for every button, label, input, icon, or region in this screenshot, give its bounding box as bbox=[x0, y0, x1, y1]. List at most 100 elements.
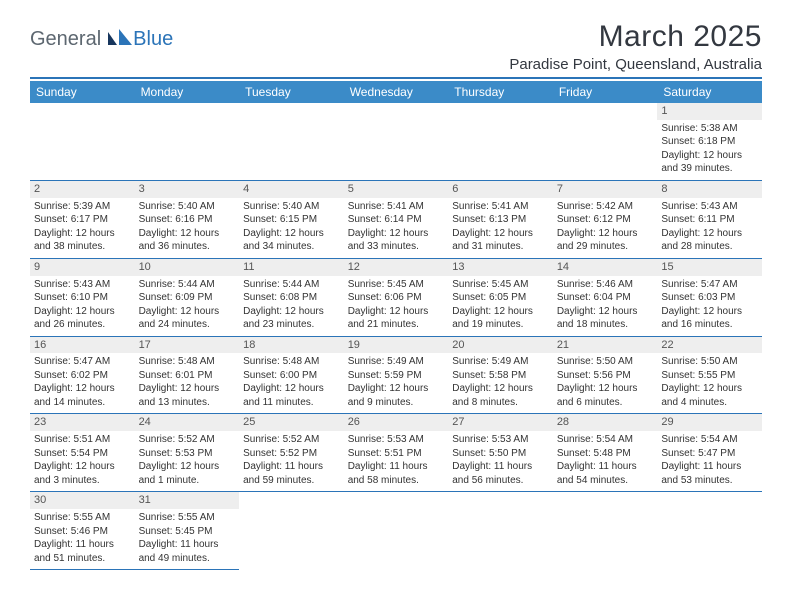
sunrise-line: Sunrise: 5:44 AM bbox=[243, 278, 340, 292]
calendar-row: 9Sunrise: 5:43 AMSunset: 6:10 PMDaylight… bbox=[30, 258, 762, 336]
sunset-line: Sunset: 5:59 PM bbox=[348, 369, 445, 383]
sunrise-line: Sunrise: 5:43 AM bbox=[661, 200, 758, 214]
calendar-cell: 27Sunrise: 5:53 AMSunset: 5:50 PMDayligh… bbox=[448, 414, 553, 492]
calendar-cell bbox=[657, 492, 762, 570]
calendar-cell: 14 Sunrise: 5:46 AMSunset: 6:04 PMDayligh… bbox=[553, 258, 658, 336]
calendar-cell: 22Sunrise: 5:50 AMSunset: 5:55 PMDayligh… bbox=[657, 336, 762, 414]
logo-text-blue: Blue bbox=[133, 28, 173, 51]
sunset-line: Sunset: 6:13 PM bbox=[452, 213, 549, 227]
daylight-line: Daylight: 11 hours and 58 minutes. bbox=[348, 460, 445, 487]
calendar-cell: 5Sunrise: 5:41 AMSunset: 6:14 PMDaylight… bbox=[344, 180, 449, 258]
sunset-line: Sunset: 5:48 PM bbox=[557, 447, 654, 461]
day-number: 1 bbox=[657, 103, 762, 120]
daylight-line: Daylight: 12 hours and 8 minutes. bbox=[452, 382, 549, 409]
daylight-line: Daylight: 12 hours and 13 minutes. bbox=[139, 382, 236, 409]
day-number: 13 bbox=[448, 259, 553, 276]
weekday-header: Tuesday bbox=[239, 81, 344, 103]
sunrise-line: Sunrise: 5:38 AM bbox=[661, 122, 758, 136]
calendar-cell bbox=[135, 103, 240, 180]
daylight-line: Daylight: 12 hours and 18 minutes. bbox=[557, 305, 654, 332]
daylight-line: Daylight: 12 hours and 6 minutes. bbox=[557, 382, 654, 409]
calendar-cell: 28Sunrise: 5:54 AMSunset: 5:48 PMDayligh… bbox=[553, 414, 658, 492]
day-number: 15 bbox=[657, 259, 762, 276]
calendar-cell bbox=[553, 103, 658, 180]
day-number: 25 bbox=[239, 414, 344, 431]
sunrise-line: Sunrise: 5:52 AM bbox=[243, 433, 340, 447]
sunrise-line: Sunrise: 5:55 AM bbox=[139, 511, 236, 525]
calendar-cell: 13Sunrise: 5:45 AMSunset: 6:05 PMDayligh… bbox=[448, 258, 553, 336]
daylight-line: Daylight: 12 hours and 33 minutes. bbox=[348, 227, 445, 254]
day-number: 4 bbox=[239, 181, 344, 198]
sunset-line: Sunset: 6:04 PM bbox=[557, 291, 654, 305]
sunrise-line: Sunrise: 5:40 AM bbox=[243, 200, 340, 214]
day-number: 3 bbox=[135, 181, 240, 198]
day-number: 9 bbox=[30, 259, 135, 276]
calendar-row: 1Sunrise: 5:38 AMSunset: 6:18 PMDaylight… bbox=[30, 103, 762, 180]
calendar-cell: 11Sunrise: 5:44 AMSunset: 6:08 PMDayligh… bbox=[239, 258, 344, 336]
sunrise-line: Sunrise: 5:54 AM bbox=[557, 433, 654, 447]
day-number: 18 bbox=[239, 337, 344, 354]
sunset-line: Sunset: 6:17 PM bbox=[34, 213, 131, 227]
sunset-line: Sunset: 6:09 PM bbox=[139, 291, 236, 305]
daylight-line: Daylight: 12 hours and 3 minutes. bbox=[34, 460, 131, 487]
weekday-header: Thursday bbox=[448, 81, 553, 103]
day-number: 28 bbox=[553, 414, 658, 431]
calendar-cell: 6Sunrise: 5:41 AMSunset: 6:13 PMDaylight… bbox=[448, 180, 553, 258]
sunrise-line: Sunrise: 5:45 AM bbox=[348, 278, 445, 292]
sunrise-line: Sunrise: 5:47 AM bbox=[34, 355, 131, 369]
sunset-line: Sunset: 6:14 PM bbox=[348, 213, 445, 227]
calendar-row: 23Sunrise: 5:51 AMSunset: 5:54 PMDayligh… bbox=[30, 414, 762, 492]
calendar-cell: 2Sunrise: 5:39 AMSunset: 6:17 PMDaylight… bbox=[30, 180, 135, 258]
day-number: 16 bbox=[30, 337, 135, 354]
day-number: 8 bbox=[657, 181, 762, 198]
sunrise-line: Sunrise: 5:46 AM bbox=[557, 278, 654, 292]
calendar-table: SundayMondayTuesdayWednesdayThursdayFrid… bbox=[30, 81, 762, 570]
calendar-row: 16Sunrise: 5:47 AMSunset: 6:02 PMDayligh… bbox=[30, 336, 762, 414]
calendar-cell: 7Sunrise: 5:42 AMSunset: 6:12 PMDaylight… bbox=[553, 180, 658, 258]
day-number: 21 bbox=[553, 337, 658, 354]
sunset-line: Sunset: 5:54 PM bbox=[34, 447, 131, 461]
sunset-line: Sunset: 6:05 PM bbox=[452, 291, 549, 305]
page-title: March 2025 bbox=[509, 20, 762, 54]
calendar-cell: 23Sunrise: 5:51 AMSunset: 5:54 PMDayligh… bbox=[30, 414, 135, 492]
sunrise-line: Sunrise: 5:42 AM bbox=[557, 200, 654, 214]
day-number: 7 bbox=[553, 181, 658, 198]
calendar-row: 30Sunrise: 5:55 AMSunset: 5:46 PMDayligh… bbox=[30, 492, 762, 570]
calendar-cell: 15Sunrise: 5:47 AMSunset: 6:03 PMDayligh… bbox=[657, 258, 762, 336]
daylight-line: Daylight: 11 hours and 53 minutes. bbox=[661, 460, 758, 487]
calendar-cell: 26Sunrise: 5:53 AMSunset: 5:51 PMDayligh… bbox=[344, 414, 449, 492]
calendar-cell: 10Sunrise: 5:44 AMSunset: 6:09 PMDayligh… bbox=[135, 258, 240, 336]
day-number: 29 bbox=[657, 414, 762, 431]
sunset-line: Sunset: 5:56 PM bbox=[557, 369, 654, 383]
calendar-cell bbox=[344, 103, 449, 180]
calendar-row: 2Sunrise: 5:39 AMSunset: 6:17 PMDaylight… bbox=[30, 180, 762, 258]
location-text: Paradise Point, Queensland, Australia bbox=[509, 56, 762, 73]
daylight-line: Daylight: 12 hours and 14 minutes. bbox=[34, 382, 131, 409]
sunset-line: Sunset: 6:02 PM bbox=[34, 369, 131, 383]
day-number: 20 bbox=[448, 337, 553, 354]
daylight-line: Daylight: 12 hours and 28 minutes. bbox=[661, 227, 758, 254]
sunrise-line: Sunrise: 5:51 AM bbox=[34, 433, 131, 447]
sunrise-line: Sunrise: 5:45 AM bbox=[452, 278, 549, 292]
calendar-cell bbox=[448, 103, 553, 180]
calendar-cell bbox=[553, 492, 658, 570]
sunset-line: Sunset: 5:47 PM bbox=[661, 447, 758, 461]
sunset-line: Sunset: 5:55 PM bbox=[661, 369, 758, 383]
sunset-line: Sunset: 6:08 PM bbox=[243, 291, 340, 305]
sunrise-line: Sunrise: 5:41 AM bbox=[452, 200, 549, 214]
sunrise-line: Sunrise: 5:48 AM bbox=[243, 355, 340, 369]
calendar-cell: 30Sunrise: 5:55 AMSunset: 5:46 PMDayligh… bbox=[30, 492, 135, 570]
day-number: 26 bbox=[344, 414, 449, 431]
day-number: 6 bbox=[448, 181, 553, 198]
sunset-line: Sunset: 6:01 PM bbox=[139, 369, 236, 383]
sunset-line: Sunset: 5:58 PM bbox=[452, 369, 549, 383]
day-number: 30 bbox=[30, 492, 135, 509]
calendar-cell bbox=[30, 103, 135, 180]
weekday-header: Monday bbox=[135, 81, 240, 103]
calendar-cell: 4Sunrise: 5:40 AMSunset: 6:15 PMDaylight… bbox=[239, 180, 344, 258]
day-number: 14 bbox=[553, 259, 658, 276]
sunrise-line: Sunrise: 5:49 AM bbox=[452, 355, 549, 369]
day-number: 12 bbox=[344, 259, 449, 276]
calendar-cell bbox=[239, 492, 344, 570]
calendar-cell: 24Sunrise: 5:52 AMSunset: 5:53 PMDayligh… bbox=[135, 414, 240, 492]
